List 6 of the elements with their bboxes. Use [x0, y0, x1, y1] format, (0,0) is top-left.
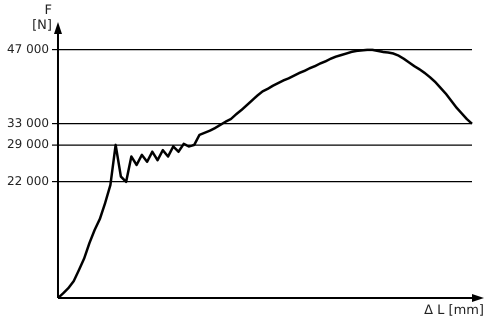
x-axis-title: Δ L [mm]	[424, 302, 484, 318]
y-tick-label: 33 000	[6, 116, 49, 130]
y-tick-label: 29 000	[6, 137, 49, 152]
y-axis-title: F [N]	[32, 2, 52, 33]
y-tick-label: 47 000	[6, 42, 49, 56]
y-tick-label: 22 000	[6, 174, 49, 188]
